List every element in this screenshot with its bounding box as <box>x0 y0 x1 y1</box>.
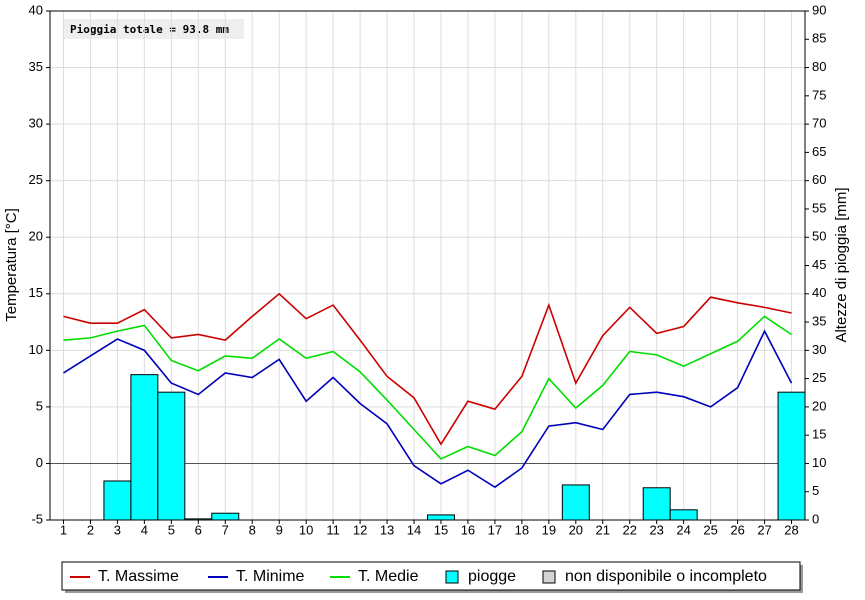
x-tick-label: 11 <box>326 522 340 537</box>
y2-tick-label: 10 <box>812 455 826 470</box>
y2-tick-label: 50 <box>812 229 826 244</box>
legend-box <box>61 561 801 591</box>
y-tick-label: 30 <box>29 116 43 131</box>
y2-tick-label: 90 <box>812 2 826 17</box>
x-tick-label: 25 <box>703 522 717 537</box>
y2-tick-label: 5 <box>812 483 819 498</box>
legend-label: piogge <box>468 568 516 585</box>
y-tick-label: 35 <box>29 59 43 74</box>
legend-label: T. Massime <box>98 568 179 585</box>
y-tick-label: 25 <box>29 172 43 187</box>
x-tick-label: 14 <box>407 522 421 537</box>
legend-label: non disponibile o incompleto <box>565 568 767 585</box>
bar <box>561 484 590 521</box>
x-tick-label: 5 <box>168 522 175 537</box>
y2-axis-title: Altezze di pioggia [mm] <box>833 187 850 342</box>
legend-swatch <box>542 570 556 584</box>
x-tick-label: 8 <box>249 522 256 537</box>
x-tick-label: 21 <box>596 522 610 537</box>
y2-tick-label: 85 <box>812 31 826 46</box>
x-tick-label: 22 <box>622 522 636 537</box>
x-tick-label: 20 <box>569 522 583 537</box>
x-tick-label: 12 <box>353 522 367 537</box>
x-tick-label: 13 <box>380 522 394 537</box>
x-tick-label: 24 <box>676 522 690 537</box>
y2-tick-label: 0 <box>812 511 819 526</box>
x-tick-label: 3 <box>114 522 121 537</box>
bar <box>669 509 698 521</box>
x-tick-label: 1 <box>60 522 67 537</box>
plot-frame <box>49 10 806 521</box>
legend-swatch <box>445 570 459 584</box>
y2-tick-label: 30 <box>812 342 826 357</box>
legend-label: T. Medie <box>358 568 419 585</box>
x-tick-label: 2 <box>87 522 94 537</box>
y2-tick-label: 60 <box>812 172 826 187</box>
x-tick-label: 19 <box>542 522 556 537</box>
y2-tick-label: 65 <box>812 144 826 159</box>
y2-tick-label: 20 <box>812 398 826 413</box>
y2-tick-label: 80 <box>812 59 826 74</box>
bar <box>103 480 132 521</box>
x-tick-label: 6 <box>195 522 202 537</box>
annotation: Pioggia totale = 93.8 mm <box>70 23 229 36</box>
line <box>63 329 793 489</box>
y-tick-label: 5 <box>36 398 43 413</box>
x-tick-label: 23 <box>649 522 663 537</box>
x-tick-label: 28 <box>784 522 798 537</box>
legend: T. Massime T. Minime T. Medie piogge non dis… <box>61 561 803 593</box>
x-tick-label: 18 <box>515 522 529 537</box>
x-tick-label: 26 <box>730 522 744 537</box>
y-tick-label: 40 <box>29 2 43 17</box>
bar <box>777 391 806 521</box>
x-tick-label: 17 <box>488 522 502 537</box>
y2-tick-label: 35 <box>812 313 826 328</box>
y-tick-label: -5 <box>31 511 43 526</box>
x-tick-label: 7 <box>222 522 229 537</box>
y-tick-label: 0 <box>36 455 43 470</box>
y2-tick-label: 15 <box>812 427 826 442</box>
x-tick-label: 4 <box>141 522 148 537</box>
bar <box>130 374 159 521</box>
line <box>63 292 792 446</box>
x-tick-label: 15 <box>434 522 448 537</box>
y-tick-label: 10 <box>29 342 43 357</box>
y-axis-title: Temperatura [°C] <box>3 208 20 322</box>
y-tick-label: 15 <box>29 285 43 300</box>
x-tick-label: 16 <box>461 522 475 537</box>
bar <box>157 391 186 521</box>
legend-label: T. Minime <box>236 568 305 585</box>
annotation-box <box>64 19 244 39</box>
y-tick-label: 20 <box>29 229 43 244</box>
y2-tick-label: 40 <box>812 285 826 300</box>
y2-tick-label: 45 <box>812 257 826 272</box>
bar <box>427 514 455 521</box>
x-tick-label: 10 <box>299 522 313 537</box>
bar <box>642 487 671 521</box>
y2-tick-label: 70 <box>812 116 826 131</box>
x-tick-label: 27 <box>757 522 771 537</box>
x-tick-label: 9 <box>276 522 283 537</box>
y2-tick-label: 25 <box>812 370 826 385</box>
line <box>63 315 792 460</box>
y2-tick-label: 75 <box>812 87 826 102</box>
bar <box>211 512 240 521</box>
y2-tick-label: 55 <box>812 200 826 215</box>
